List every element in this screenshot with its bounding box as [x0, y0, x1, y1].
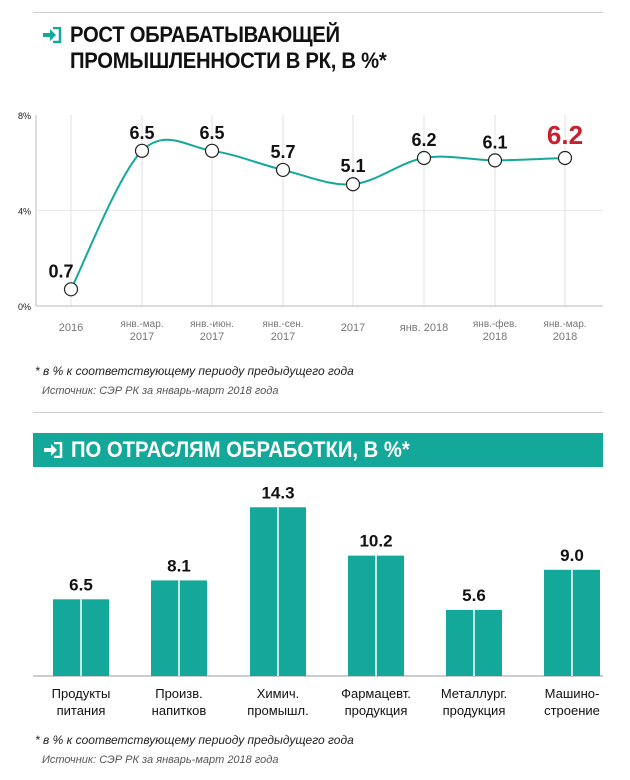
x-tick-label: строение: [544, 703, 600, 718]
x-tick-label: 2017: [130, 331, 154, 343]
data-label: 9.0: [560, 546, 584, 565]
data-point: [134, 143, 150, 158]
data-label: 5.6: [462, 586, 486, 605]
arrow-into-box-icon: [44, 442, 63, 458]
x-tick-label: янв.-июн.: [190, 319, 234, 330]
arrow-into-box-icon: [43, 27, 62, 43]
x-tick-label: Произв.: [155, 686, 203, 701]
data-label: 10.2: [359, 532, 392, 551]
x-tick-label: Фармацевт.: [341, 686, 411, 701]
data-label: 6.5: [199, 123, 224, 143]
x-tick-label: продукция: [443, 703, 506, 718]
divider: [33, 12, 603, 13]
data-label: 5.7: [270, 142, 295, 162]
data-label: 8.1: [167, 556, 191, 575]
data-label: 6.2: [547, 120, 583, 150]
data-label: 6.5: [129, 123, 154, 143]
data-point: [487, 153, 503, 168]
chart-title: РОСТ ОБРАБАТЫВАЮЩЕЙ ПРОМЫШЛЕННОСТИ В РК, …: [70, 22, 387, 73]
x-tick-label: янв.-сен.: [262, 319, 303, 330]
data-label: 6.5: [69, 575, 93, 594]
y-tick-label: 4%: [18, 207, 31, 217]
x-tick-label: 2016: [59, 322, 83, 334]
y-tick-label: 0%: [18, 302, 31, 312]
x-tick-label: напитков: [152, 703, 207, 718]
x-tick-label: продукция: [345, 703, 408, 718]
data-label: 6.2: [411, 130, 436, 150]
x-tick-label: промышл.: [247, 703, 308, 718]
data-label: 5.1: [340, 156, 365, 176]
source: Источник: СЭР РК за январь-март 2018 год…: [42, 754, 279, 766]
data-point: [557, 150, 573, 166]
bar-chart: 6.5 Продукты питания 8.1 Произв. напитков 14.3…: [33, 483, 603, 718]
x-tick-label: Химич.: [257, 686, 300, 701]
line-chart: 0%4%8%0.720166.5янв.-мар.20176.5янв.-июн…: [18, 111, 603, 343]
source: Источник: СЭР РК за январь-март 2018 год…: [42, 385, 279, 397]
data-point: [63, 282, 79, 297]
data-label: 0.7: [48, 261, 73, 281]
x-tick-label: 2017: [271, 331, 295, 343]
x-tick-label: Продукты: [52, 686, 111, 701]
x-tick-label: питания: [57, 703, 106, 718]
footnote: * в % к соответствующему периоду предыду…: [35, 364, 354, 378]
data-point: [345, 177, 361, 192]
x-tick-label: 2017: [200, 331, 224, 343]
bar-chart-title: ПО ОТРАСЛЯМ ОБРАБОТКИ, В %*: [71, 437, 410, 462]
x-tick-label: янв.-мар.: [543, 319, 586, 330]
bar-chart-title-banner: ПО ОТРАСЛЯМ ОБРАБОТКИ, В %*: [33, 433, 603, 467]
x-tick-label: янв.-мар.: [120, 319, 163, 330]
data-label: 6.1: [482, 132, 507, 152]
x-tick-label: 2018: [553, 331, 577, 343]
data-label: 14.3: [261, 483, 294, 502]
x-tick-label: 2017: [341, 322, 365, 334]
data-point: [275, 162, 291, 178]
x-tick-label: 2018: [483, 331, 507, 343]
divider: [33, 412, 603, 413]
x-tick-label: Металлург.: [441, 686, 507, 701]
footnote: * в % к соответствующему периоду предыду…: [35, 733, 354, 747]
x-tick-label: янв.-фев.: [473, 318, 517, 330]
x-tick-label: Машино-: [545, 686, 600, 701]
x-tick-label: янв. 2018: [400, 322, 448, 334]
data-point: [416, 150, 432, 166]
y-tick-label: 8%: [18, 111, 31, 121]
data-point: [204, 143, 220, 158]
